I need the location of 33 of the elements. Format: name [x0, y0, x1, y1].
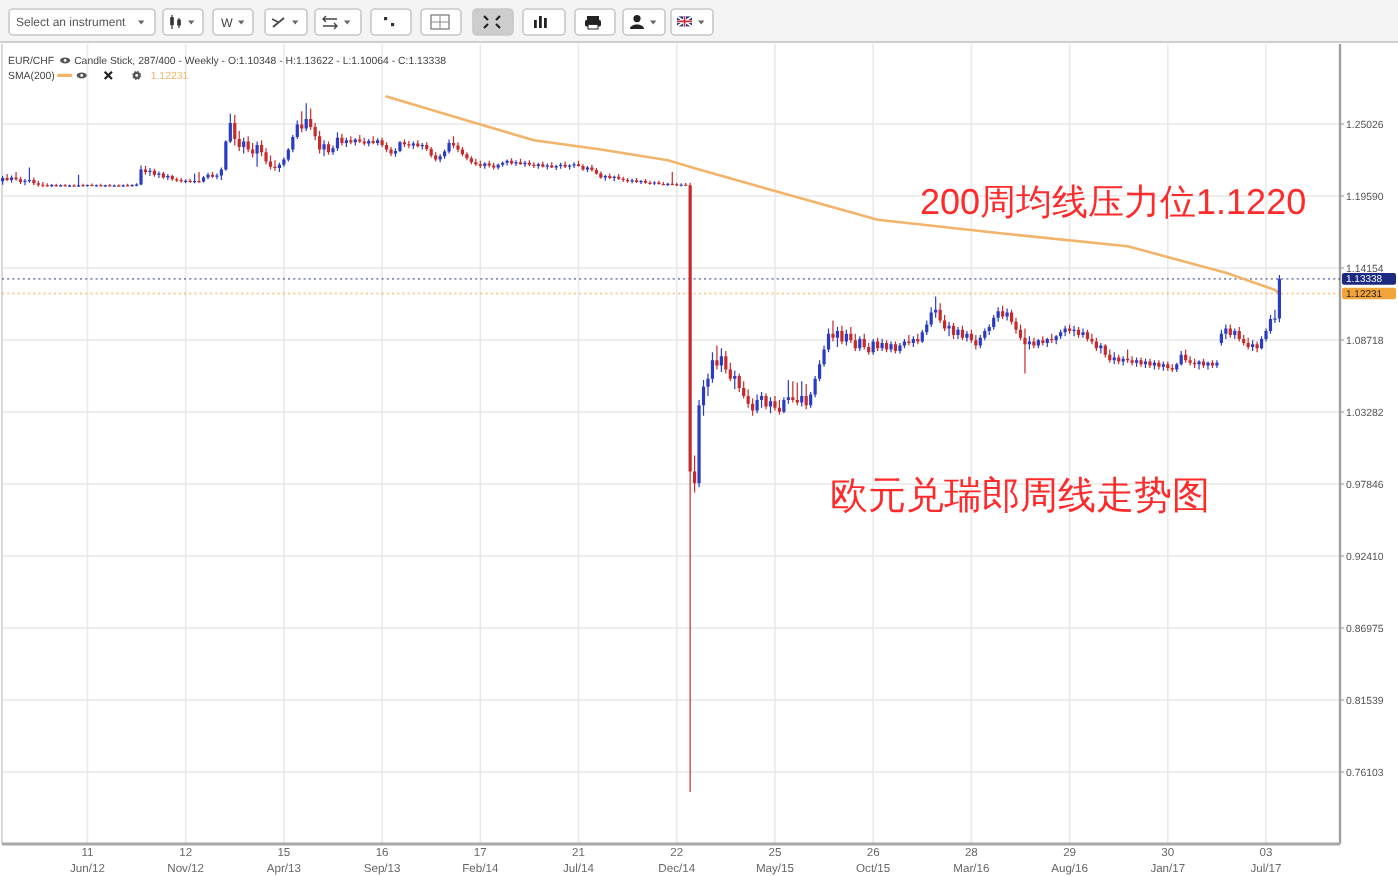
candlestick — [1139, 357, 1143, 367]
candlestick — [340, 133, 344, 146]
candlestick — [465, 152, 469, 161]
candlestick — [447, 139, 451, 154]
candlestick — [715, 345, 719, 370]
candlestick — [840, 325, 844, 345]
candlestick — [590, 164, 594, 172]
candlestick — [175, 177, 179, 183]
candlestick — [157, 171, 161, 179]
candlestick — [206, 172, 210, 180]
candlestick — [773, 395, 777, 411]
candlestick — [965, 331, 969, 342]
candlestick — [139, 165, 143, 186]
annotation: 200周均线压力位1.1220 — [920, 182, 1307, 222]
candlestick — [831, 320, 835, 342]
candlestick — [889, 341, 893, 353]
candlestick — [1090, 333, 1094, 345]
candlestick — [947, 321, 951, 337]
candlestick — [1072, 325, 1076, 337]
candlestick — [764, 393, 768, 410]
candlestick — [215, 173, 219, 180]
annotation: 欧元兑瑞郎周线走势图 — [830, 474, 1210, 518]
candlestick — [581, 164, 585, 171]
candlestick — [1023, 328, 1027, 374]
candlestick — [322, 140, 326, 157]
candlestick — [1014, 317, 1018, 334]
candlestick — [1215, 360, 1219, 369]
candlestick — [264, 148, 268, 165]
candlestick — [36, 180, 40, 187]
candlestick — [898, 342, 902, 354]
candlestick — [398, 140, 402, 153]
candlestick — [956, 327, 960, 339]
candlestick — [545, 163, 549, 170]
